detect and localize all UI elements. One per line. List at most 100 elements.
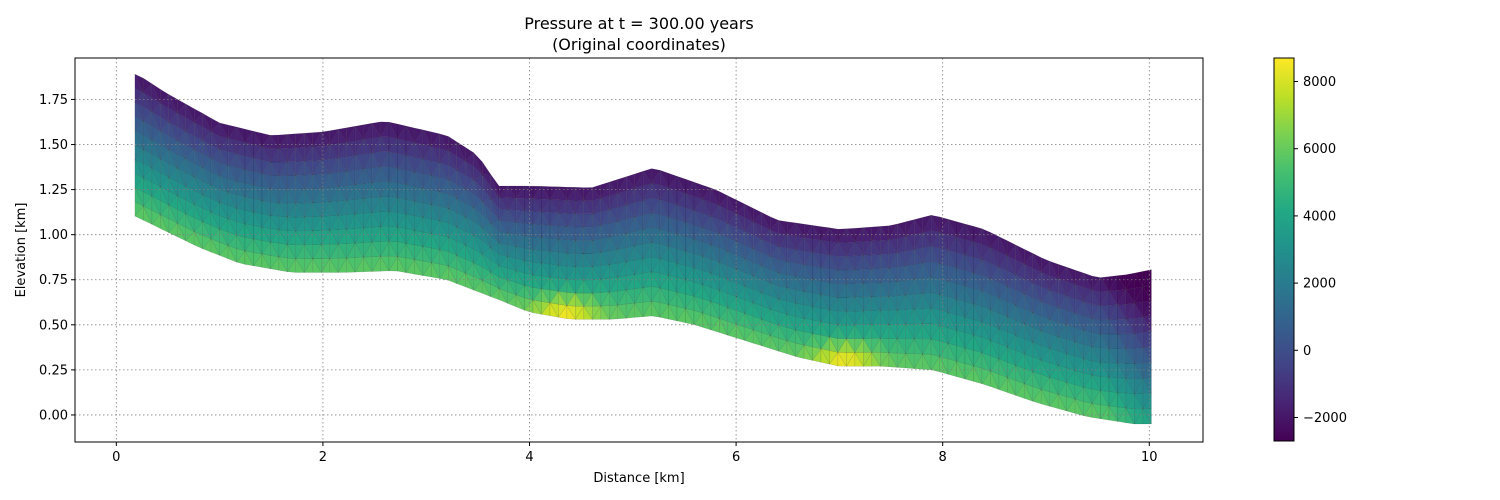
mesh-triangle [456,155,466,171]
mesh-triangle [363,152,373,170]
mesh-triangle [1040,374,1051,391]
colorbar-tick-label: 4000 [1303,209,1336,224]
mesh-triangle [244,236,254,252]
mesh-triangle [278,188,288,204]
mesh-triangle [270,148,280,163]
mesh-triangle [507,208,517,223]
mesh-triangle [998,297,1008,318]
mesh-triangle [947,281,957,300]
mesh-triangle [863,337,873,353]
mesh-triangle [566,186,576,202]
mesh-triangle [642,228,653,245]
mesh-triangle [380,225,390,242]
mesh-triangle [431,160,441,177]
mesh-triangle [642,212,653,230]
mesh-triangle [498,185,509,199]
mesh-triangle [998,328,1008,348]
mesh-triangle [168,190,178,206]
mesh-triangle [507,220,517,234]
mesh-triangle [1066,309,1076,326]
mesh-triangle [1074,269,1085,286]
mesh-triangle [1024,338,1034,355]
mesh-triangle [193,231,204,250]
colorbar-tick-label: 8000 [1303,75,1336,90]
mesh-triangle [947,296,957,314]
mesh-triangle [719,247,729,263]
mesh-triangle [1134,362,1144,379]
mesh-triangle [1125,347,1135,364]
mesh-triangle [685,264,695,281]
mesh-triangle [1057,278,1068,297]
mesh-triangle [1134,286,1144,304]
mesh-triangle [227,151,238,166]
mesh-triangle [346,125,356,143]
mesh-triangle [575,239,585,254]
mesh-triangle [871,226,881,242]
mesh-triangle [651,197,661,214]
mesh-triangle [710,216,720,235]
mesh-triangle [609,208,619,224]
mesh-triangle [346,184,356,201]
mesh-triangle [659,287,669,305]
mesh-triangle [405,228,415,245]
mesh-triangle [1117,274,1127,291]
y-tick-label: 0.25 [39,363,68,378]
mesh-triangle [532,299,542,315]
mesh-triangle [380,151,390,168]
mesh-triangle [202,113,212,133]
y-tick-label: 1.50 [39,138,68,153]
mesh-triangle [473,262,483,281]
mesh-triangle [1007,346,1017,366]
mesh-triangle [871,310,881,326]
mesh-triangle [304,215,314,231]
mesh-triangle [397,123,407,140]
mesh-triangle [515,197,525,212]
x-tick-label: 4 [525,450,533,465]
mesh-triangle [558,303,568,318]
mesh-triangle [244,128,254,144]
chart-title: Pressure at t = 300.00 years [524,14,754,33]
mesh-triangle [592,239,602,254]
mesh-triangle [651,286,661,303]
mesh-triangle [1125,407,1135,425]
mesh-triangle [1117,406,1127,423]
mesh-triangle [134,187,144,207]
mesh-triangle [1015,349,1025,367]
mesh-triangle [558,264,568,280]
mesh-triangle [939,216,949,234]
mesh-triangle [160,158,170,178]
mesh-triangle [719,205,729,225]
x-axis-label: Distance [km] [593,471,684,486]
mesh-triangle [414,215,424,232]
colorbar-tick-label: −2000 [1303,411,1347,426]
mesh-triangle [177,140,187,160]
mesh-triangle [515,282,525,296]
mesh-triangle [515,209,525,223]
mesh-triangle [719,191,729,207]
mesh-triangle [1117,392,1127,409]
x-tick-label: 8 [939,450,947,465]
mesh-triangle [702,241,712,257]
mesh-triangle [1117,348,1127,365]
mesh-triangle [727,293,737,309]
mesh-triangle [465,146,475,162]
mesh-triangle [1066,338,1076,355]
mesh-triangle [922,307,932,324]
mesh-triangle [380,135,390,153]
mesh-triangle [143,77,153,94]
mesh-triangle [329,172,339,188]
mesh-triangle [507,291,517,304]
mesh-triangle [371,152,382,169]
mesh-triangle [990,293,1000,311]
mesh-triangle [863,282,873,298]
mesh-triangle [481,187,492,202]
mesh-triangle [837,228,847,244]
mesh-triangle [1142,300,1152,318]
mesh-triangle [710,301,720,319]
mesh-triangle [278,201,288,218]
mesh-triangle [702,199,712,217]
y-tick-label: 0.75 [39,273,68,288]
y-tick-label: 1.75 [39,93,68,108]
mesh-triangle [1007,270,1017,288]
mesh-triangle [956,221,966,238]
